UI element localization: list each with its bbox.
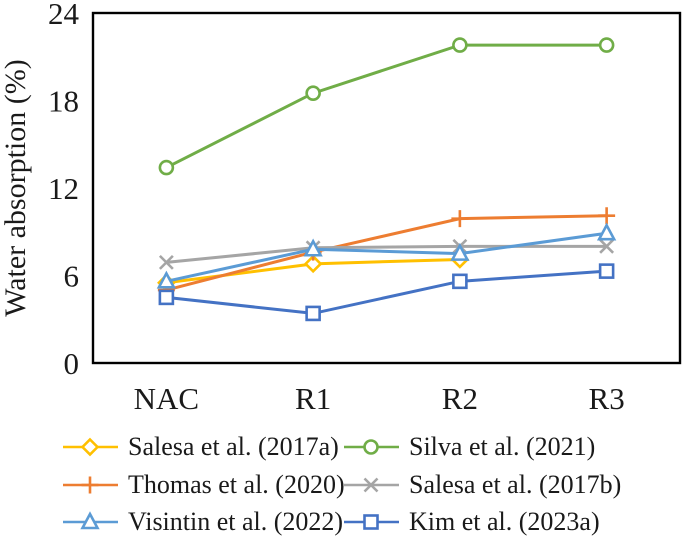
data-point-marker <box>450 242 470 261</box>
legend-item-silva-2021: Silva et al. (2021) <box>343 431 621 464</box>
legend-marker-diamond-icon <box>63 437 118 457</box>
data-point-marker <box>363 514 379 531</box>
data-point-marker <box>598 207 616 225</box>
x-category-label: R1 <box>295 381 331 416</box>
data-point-marker <box>80 437 100 457</box>
x-category-label: R3 <box>589 381 625 416</box>
data-point-marker <box>305 305 321 322</box>
data-point-marker <box>451 210 469 228</box>
series-line <box>166 269 607 315</box>
series-kim-et-al-2023a <box>158 263 615 322</box>
plot-area: 0 6 12 18 24 NAC R1 R2 R3 Water absorption (%) <box>0 0 682 416</box>
legend-item-thomas-2020: Thomas et al. (2020) <box>62 469 345 502</box>
data-point-marker <box>303 238 323 257</box>
data-point-marker <box>80 511 100 530</box>
data-point-marker <box>452 37 468 53</box>
legend-item-visintin-2022: Visintin et al. (2022) <box>62 506 343 539</box>
legend-marker-triangle-icon <box>63 511 118 530</box>
data-point-marker <box>599 238 615 254</box>
x-category-label: R2 <box>442 381 478 416</box>
legend-label: Kim et al. (2023a) <box>409 507 600 536</box>
y-tick-label: 12 <box>48 171 79 206</box>
data-point-marker <box>303 254 323 274</box>
y-tick-label: 0 <box>64 346 80 381</box>
data-point-marker <box>452 273 468 290</box>
data-point-marker <box>158 289 175 306</box>
y-tick-label: 24 <box>48 0 80 31</box>
legend-item-salesa-2017b: Salesa et al. (2017b) <box>343 469 621 502</box>
data-point-marker <box>158 254 174 270</box>
y-tick-label: 6 <box>64 259 80 294</box>
data-point-marker <box>81 476 99 494</box>
legend-marker-plus-icon <box>63 476 118 494</box>
series-line <box>165 214 607 292</box>
series-line <box>166 231 607 283</box>
data-point-marker <box>363 439 379 456</box>
series-salesa-et-al-2017b <box>158 238 615 270</box>
y-tick-label: 18 <box>48 84 79 119</box>
data-point-marker <box>305 85 321 102</box>
series-visintin-et-al-2022 <box>156 222 617 289</box>
legend-label: Salesa et al. (2017a) <box>128 432 339 461</box>
legend: Salesa et al. (2017a) Silva et al. (2021… <box>62 431 621 539</box>
data-point-marker <box>598 263 615 279</box>
legend-marker-x-icon <box>344 477 399 493</box>
legend-marker-circle-icon <box>344 439 399 456</box>
legend-marker-square-icon <box>344 514 399 531</box>
y-axis-title: Water absorption (%) <box>0 59 32 317</box>
plot-border <box>91 11 682 365</box>
legend-label: Salesa et al. (2017b) <box>409 469 622 499</box>
legend-label: Visintin et al. (2022) <box>128 507 344 536</box>
x-category-label: NAC <box>134 381 199 416</box>
data-point-marker <box>598 37 615 53</box>
data-point-marker <box>156 270 177 289</box>
legend-label: Silva et al. (2021) <box>409 432 596 461</box>
legend-item-kim-2023a: Kim et al. (2023a) <box>343 506 621 539</box>
data-point-marker <box>596 222 617 241</box>
legend-item-salesa-2017a: Salesa et al. (2017a) <box>62 431 343 464</box>
series-line <box>165 43 607 169</box>
data-point-marker <box>363 477 379 493</box>
series-silva-et-al-2021 <box>158 37 615 176</box>
series-line <box>166 244 607 264</box>
data-point-marker <box>158 159 175 176</box>
legend-label: Thomas et al. (2020) <box>128 469 345 499</box>
